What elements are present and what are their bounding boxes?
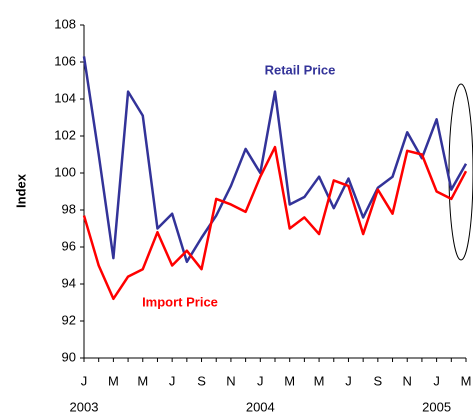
y-tick-label: 104 [54,90,76,105]
y-tick-label: 106 [54,53,76,68]
year-label: 2004 [246,399,275,414]
x-tick-label: J [169,373,176,388]
y-tick-label: 90 [62,349,76,364]
y-tick-label: 108 [54,16,76,31]
y-tick-label: 94 [62,275,76,290]
series-label: Retail Price [265,62,336,77]
x-tick-label: M [461,373,472,388]
x-tick-label: N [226,373,235,388]
y-tick-label: 92 [62,312,76,327]
year-label: 2003 [70,399,99,414]
x-tick-label: M [284,373,295,388]
x-tick-label: M [314,373,325,388]
x-tick-label: J [345,373,352,388]
y-axis-label: Index [13,173,28,208]
series-label: Import Price [142,294,218,309]
series-line [82,56,468,264]
y-tick-label: 96 [62,238,76,253]
x-tick-label: J [433,373,440,388]
year-label: 2005 [422,399,451,414]
y-tick-label: 98 [62,201,76,216]
x-tick-label: J [81,373,88,388]
x-tick-label: S [197,373,206,388]
highlight-ellipse [448,83,473,261]
x-tick-label: N [403,373,412,388]
series-line [82,145,468,301]
x-tick-label: J [257,373,264,388]
x-tick-label: S [374,373,383,388]
x-tick-label: M [137,373,148,388]
x-tick-label: M [108,373,119,388]
y-tick-label: 100 [54,164,76,179]
y-tick-label: 102 [54,127,76,142]
